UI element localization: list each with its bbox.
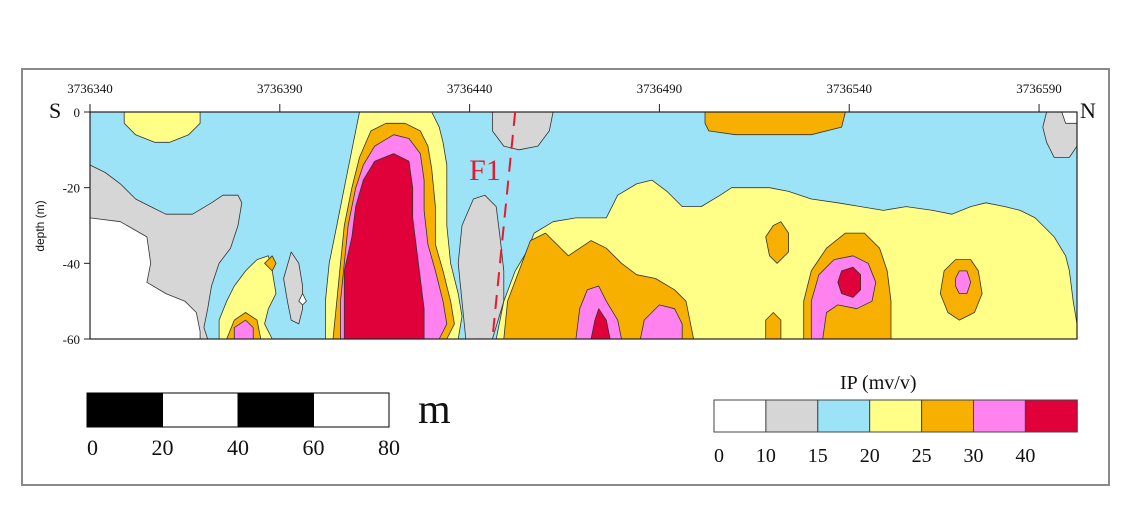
contour-regions xyxy=(89,111,1078,340)
contour-region-25 xyxy=(837,266,861,298)
scale-bar-segment xyxy=(313,392,390,428)
scale-bar-segment xyxy=(86,392,163,428)
y-tick-label: -40 xyxy=(63,256,80,271)
scale-bar-label: 40 xyxy=(227,435,249,460)
contour-region-20 xyxy=(704,111,846,136)
legend-swatch xyxy=(1024,399,1078,433)
contour-region-27 xyxy=(955,270,972,294)
x-tick-label: 3736390 xyxy=(257,81,303,96)
legend-tick-label: 25 xyxy=(912,445,932,467)
scale-bar-unit: m xyxy=(418,387,451,433)
y-tick-label: -20 xyxy=(63,181,80,196)
y-axis-ticks: 0 -20 -40 -60 xyxy=(63,105,90,347)
contour-region-21 xyxy=(765,221,789,264)
ip-legend: 0 10 15 20 25 30 40 xyxy=(713,399,1078,467)
legend-tick-label: 40 xyxy=(1015,445,1035,467)
map-border xyxy=(89,111,1078,340)
legend-tick-label: 20 xyxy=(860,445,880,467)
legend-swatch xyxy=(973,399,1026,433)
scale-bar-label: 20 xyxy=(152,435,174,460)
scale-bar-label: 0 xyxy=(87,435,98,460)
x-tick-label: 3736540 xyxy=(826,81,872,96)
contour-region-12 xyxy=(343,153,425,340)
contour-region-4 xyxy=(218,255,277,340)
legend-title: IP (mv/v) xyxy=(840,372,916,394)
x-tick-label: 3736340 xyxy=(67,81,113,96)
scale-bar: 0 20 40 60 80 xyxy=(86,392,400,460)
x-tick-label: 3736440 xyxy=(447,81,493,96)
y-tick-label: 0 xyxy=(74,105,81,120)
y-tick-label: -60 xyxy=(63,332,80,347)
contour-region-7 xyxy=(264,255,277,272)
scale-bar-label: 80 xyxy=(378,435,400,460)
y-axis-label: depth (m) xyxy=(33,200,47,251)
legend-swatch xyxy=(817,399,871,433)
scale-bar-segment xyxy=(237,392,314,428)
legend-tick-label: 10 xyxy=(756,445,776,467)
contour-map: F1 xyxy=(89,111,1078,340)
direction-label-right: N xyxy=(1080,98,1096,123)
legend-tick-label: 0 xyxy=(714,445,724,467)
x-axis-ticks: 3736340 3736390 3736440 3736490 3736540 37365… xyxy=(67,81,1062,112)
contour-region-13 xyxy=(457,194,505,340)
contour-region-14 xyxy=(492,111,554,151)
fault-label: F1 xyxy=(469,154,501,187)
x-tick-label: 3736490 xyxy=(637,81,683,96)
legend-tick-label: 15 xyxy=(808,445,828,467)
legend-tick-label: 30 xyxy=(964,445,984,467)
x-tick-label: 3736590 xyxy=(1016,81,1062,96)
legend-swatch xyxy=(921,399,974,433)
legend-swatch xyxy=(869,399,923,433)
contour-region-30 xyxy=(298,293,307,306)
legend-swatch xyxy=(713,399,767,433)
direction-label-left: S xyxy=(49,98,61,123)
contour-region-8 xyxy=(283,251,303,325)
fault-line-f1 xyxy=(491,111,517,340)
scale-bar-label: 60 xyxy=(303,435,325,460)
scale-bar-segment xyxy=(162,392,239,428)
contour-region-3 xyxy=(123,111,201,143)
legend-swatch xyxy=(765,399,819,433)
